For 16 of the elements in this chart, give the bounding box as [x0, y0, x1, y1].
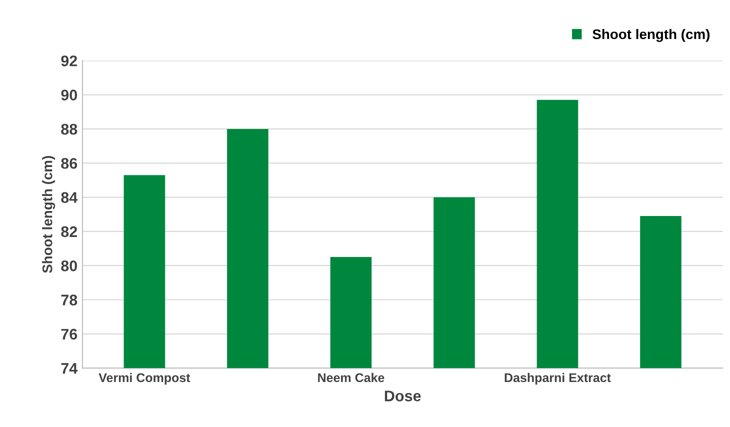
- y-tick-label: 90: [61, 90, 78, 100]
- y-axis-title: Shoot length (cm): [42, 156, 56, 273]
- y-tick-label: 80: [61, 260, 78, 272]
- x-axis-title: Dose: [384, 390, 421, 402]
- y-tick-label: 78: [61, 294, 78, 306]
- y-tick-label: 74: [61, 363, 78, 374]
- x-tick-label: Vermi Compost: [98, 372, 190, 385]
- y-tick-label: 82: [61, 226, 78, 238]
- y-tick-label: 86: [61, 158, 78, 169]
- y-tick-label: 92: [61, 56, 78, 66]
- y-tick-label: 84: [61, 192, 78, 203]
- y-tick-label: 88: [61, 124, 78, 135]
- legend-label: Shoot length (cm): [592, 28, 710, 42]
- x-tick-label: Dashparni Extract: [504, 372, 611, 385]
- y-tick-label: 76: [61, 328, 78, 340]
- x-tick-label: Neem Cake: [318, 372, 384, 382]
